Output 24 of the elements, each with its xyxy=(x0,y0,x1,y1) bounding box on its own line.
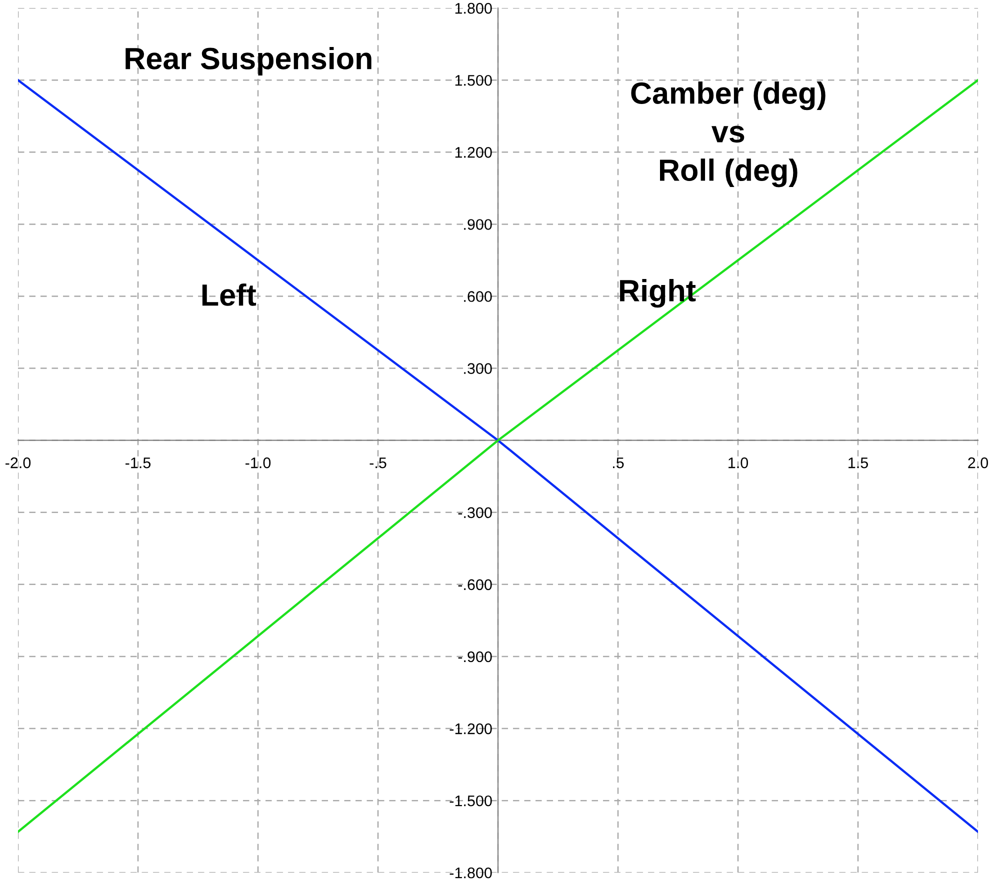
y-tick-label: .300 xyxy=(464,363,492,374)
y-tick-label: 1.500 xyxy=(455,74,492,86)
series-label: Right xyxy=(620,279,696,308)
y-tick-label: -1.800 xyxy=(450,867,492,878)
annotation: Camber (deg) vs Roll (deg) xyxy=(631,82,826,188)
annotation: Rear Suspension xyxy=(126,46,372,76)
y-tick-label: -.600 xyxy=(458,579,492,590)
x-tick-label: 1.5 xyxy=(848,458,868,468)
x-tick-label: 1.0 xyxy=(728,457,748,468)
y-tick-label: .900 xyxy=(464,219,492,230)
y-tick-label: -.300 xyxy=(458,507,492,518)
x-tick-label: 2.0 xyxy=(968,457,988,468)
y-tick-label: 1.200 xyxy=(455,147,492,158)
y-tick-label: -1.500 xyxy=(450,795,492,806)
y-tick-label: .600 xyxy=(464,291,492,302)
x-tick-label: -.5 xyxy=(370,458,386,468)
x-tick-label: -1.0 xyxy=(246,457,271,468)
x-tick-label: .5 xyxy=(613,458,624,468)
y-tick-label: 1.800 xyxy=(455,2,492,14)
y-tick-label: -.900 xyxy=(458,651,492,662)
y-tick-label: -1.200 xyxy=(450,723,492,734)
x-tick-label: -1.5 xyxy=(126,458,151,468)
series-label: Left xyxy=(202,283,256,306)
x-tick-label: -2.0 xyxy=(6,457,31,468)
